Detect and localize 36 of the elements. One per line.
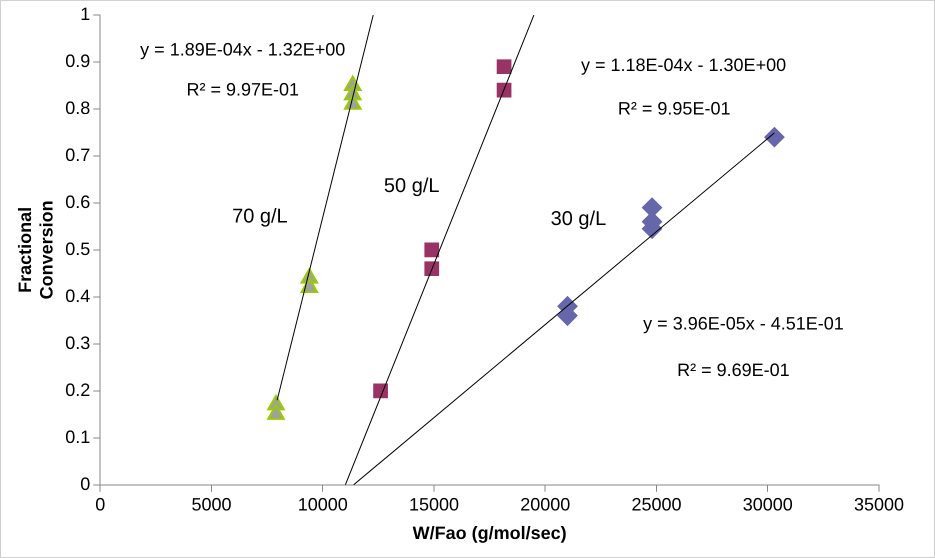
series-label: 30 g/L [550, 208, 606, 230]
x-axis-title: W/Fao (g/mol/sec) [412, 523, 567, 544]
y-axis-title: Fractional Conversion [14, 200, 56, 300]
y-tick-label: 0.3 [65, 332, 90, 353]
annotation: y = 1.18E-04x - 1.30E+00 [580, 55, 786, 76]
annotation: y = 1.89E-04x - 1.32E+00 [140, 40, 346, 60]
y-tick-label: 0.5 [65, 238, 90, 259]
y-tick-label: 0.7 [65, 144, 90, 165]
annotation: R² = 9.97E-01 [186, 80, 300, 100]
x-tick-label: 10000 [298, 494, 348, 515]
annotation: R² = 9.95E-01 [618, 98, 730, 118]
x-tick-label: 20000 [520, 494, 570, 515]
point [373, 383, 388, 398]
point [496, 59, 512, 74]
y-tick-label: 0.4 [65, 286, 90, 306]
y-tick-label: 0 [80, 474, 90, 494]
y-tick-label: 0.9 [65, 50, 90, 71]
x-tick-label: 35000 [854, 494, 904, 515]
point [424, 242, 440, 258]
x-tick-label: 30000 [742, 494, 793, 515]
y-tick-label: 1 [80, 4, 90, 24]
text: 50 g/L [384, 174, 440, 197]
x-tick-label: 0 [95, 494, 106, 515]
y-tick-label: 0.8 [65, 98, 90, 118]
point [424, 261, 440, 276]
y-tick-label: 0.6 [65, 192, 90, 212]
point [764, 127, 784, 148]
x-tick-label: 5000 [191, 494, 232, 515]
y-tick-label: 0.2 [65, 380, 90, 400]
y-tick-label: 0.1 [65, 426, 90, 447]
annotation: y = 3.96E-05x - 4.51E-01 [643, 314, 844, 334]
annotation: R² = 9.69E-01 [677, 360, 790, 380]
x-tick-label: 15000 [408, 494, 460, 515]
x-tick-label: 25000 [631, 494, 682, 515]
text: 70 g/L [232, 206, 288, 228]
point [496, 82, 512, 98]
